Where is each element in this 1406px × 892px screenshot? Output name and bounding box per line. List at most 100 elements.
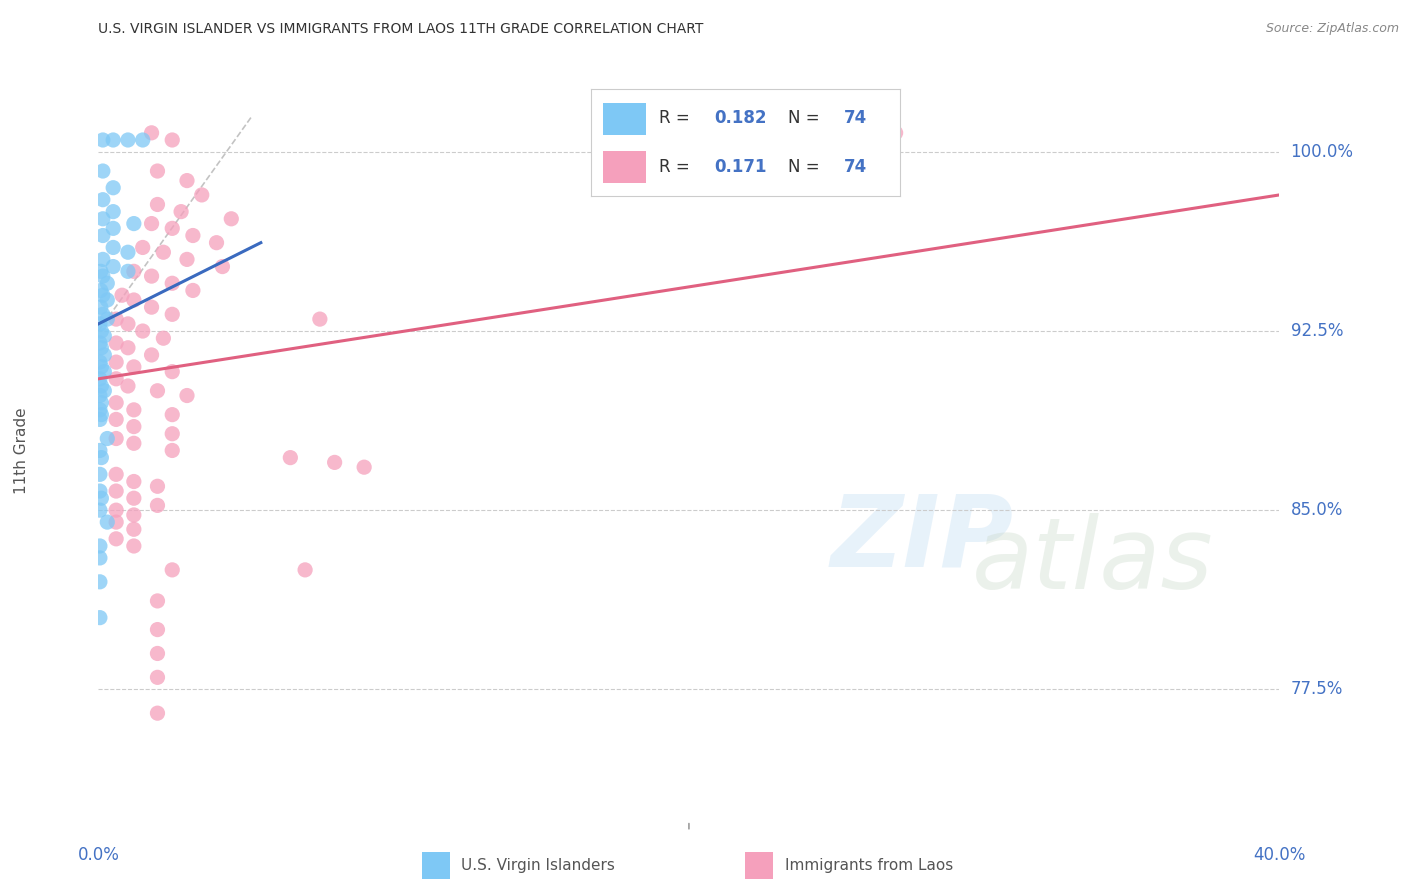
Text: N =: N =: [789, 159, 825, 177]
Point: [162, 408, 183, 422]
Point: [90, 379, 112, 393]
Point: [884, 126, 907, 140]
Point: [93, 328, 115, 343]
Point: [105, 395, 128, 409]
Point: [103, 260, 125, 274]
Point: [105, 372, 128, 386]
Point: [93, 348, 115, 362]
Point: [91, 252, 114, 267]
Point: [105, 467, 128, 482]
Point: [111, 288, 134, 302]
Point: [90, 395, 112, 409]
Point: [103, 180, 125, 194]
Point: [90, 491, 112, 506]
Point: [89, 388, 111, 402]
Point: [181, 228, 204, 243]
Point: [141, 300, 163, 314]
Point: [162, 133, 183, 147]
Point: [90, 264, 112, 278]
Point: [117, 317, 139, 331]
Point: [89, 412, 111, 426]
Point: [170, 204, 193, 219]
Point: [91, 228, 114, 243]
Point: [146, 706, 169, 721]
Point: [122, 539, 145, 553]
Point: [162, 365, 183, 379]
Point: [122, 293, 145, 307]
Point: [90, 300, 112, 314]
Point: [91, 164, 114, 178]
Point: [96, 432, 118, 446]
Point: [91, 288, 114, 302]
Point: [146, 479, 169, 493]
Text: R =: R =: [658, 159, 695, 177]
Point: [146, 384, 169, 398]
Point: [122, 217, 145, 231]
Point: [117, 133, 139, 147]
Point: [91, 307, 114, 321]
Point: [323, 455, 346, 469]
Point: [146, 164, 169, 178]
Text: 77.5%: 77.5%: [1291, 681, 1343, 698]
Point: [91, 269, 114, 284]
Point: [176, 173, 198, 187]
Point: [89, 443, 111, 458]
Text: 74: 74: [844, 159, 868, 177]
Point: [93, 384, 115, 398]
Point: [90, 324, 112, 338]
Point: [103, 204, 125, 219]
Point: [93, 365, 115, 379]
Point: [132, 133, 155, 147]
Text: ZIP: ZIP: [831, 491, 1014, 588]
Point: [90, 284, 112, 298]
Point: [90, 408, 112, 422]
Point: [122, 436, 145, 450]
Text: N =: N =: [789, 109, 825, 127]
Point: [122, 508, 145, 522]
Point: [211, 260, 233, 274]
Text: Immigrants from Laos: Immigrants from Laos: [785, 858, 953, 872]
Point: [122, 402, 145, 417]
Point: [90, 359, 112, 374]
Point: [278, 450, 302, 465]
FancyBboxPatch shape: [603, 103, 647, 136]
Point: [105, 355, 128, 369]
Text: 0.182: 0.182: [714, 109, 766, 127]
Point: [162, 307, 183, 321]
Point: [89, 467, 111, 482]
Text: R =: R =: [658, 109, 695, 127]
Point: [141, 126, 163, 140]
Point: [89, 336, 111, 351]
Point: [146, 499, 169, 513]
Point: [146, 670, 169, 684]
Point: [132, 324, 155, 338]
Text: 40.0%: 40.0%: [1253, 846, 1306, 863]
Point: [152, 331, 174, 345]
Point: [181, 284, 204, 298]
Point: [105, 503, 128, 517]
Point: [105, 515, 128, 529]
Point: [294, 563, 316, 577]
Point: [162, 563, 183, 577]
Text: 74: 74: [844, 109, 868, 127]
Text: 0.0%: 0.0%: [77, 846, 120, 863]
Point: [89, 539, 111, 553]
Point: [105, 532, 128, 546]
Point: [103, 221, 125, 235]
Point: [89, 402, 111, 417]
Point: [91, 211, 114, 226]
Point: [309, 312, 332, 326]
Point: [162, 221, 183, 235]
Text: 0.171: 0.171: [714, 159, 766, 177]
Point: [91, 193, 114, 207]
Point: [117, 379, 139, 393]
Point: [146, 594, 169, 608]
Point: [146, 197, 169, 211]
Point: [122, 522, 145, 536]
Point: [122, 491, 145, 506]
Point: [117, 341, 139, 355]
Text: atlas: atlas: [973, 513, 1213, 610]
Point: [117, 264, 139, 278]
Point: [89, 574, 111, 589]
Text: 100.0%: 100.0%: [1291, 143, 1354, 161]
